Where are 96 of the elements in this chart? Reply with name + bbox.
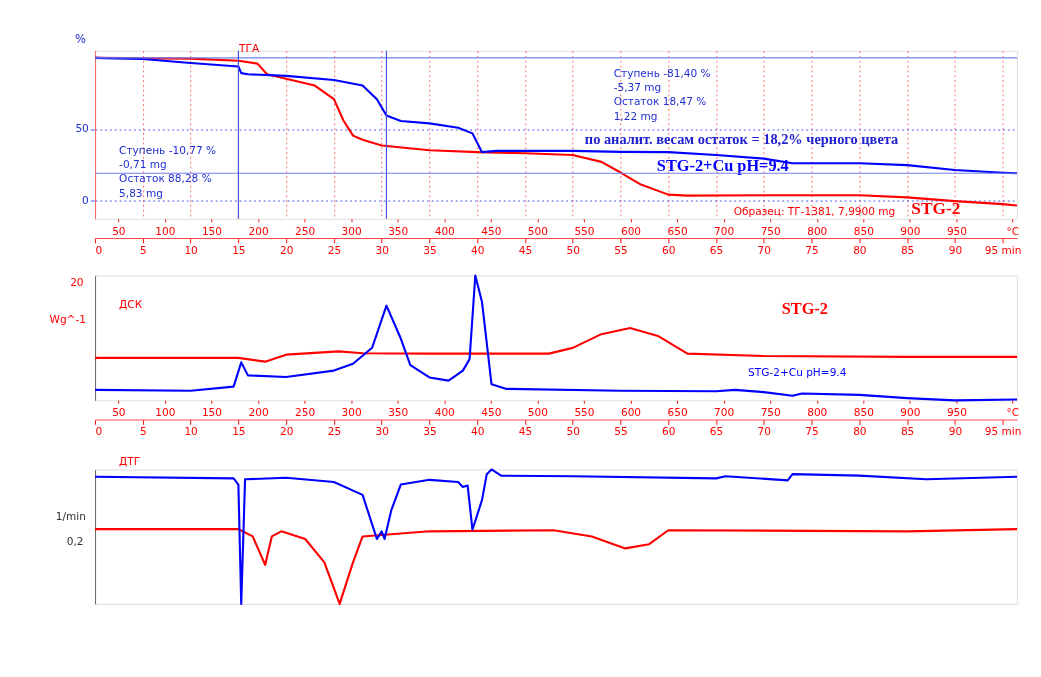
x-tick-label: 85: [900, 243, 915, 256]
x2-tick-label: 550: [574, 406, 595, 419]
x-tick-label: 65: [709, 425, 724, 438]
x2-tick-label: °C: [1006, 224, 1020, 237]
x-tick-label: 65: [709, 243, 724, 256]
x2-tick-label: 350: [388, 224, 409, 237]
x2-tick-label: 250: [295, 406, 316, 419]
annotation: Ступень -81,40 % -5,37 mg Остаток 18,47 % 1,22 mg: [613, 66, 711, 122]
x2-tick-label: 950: [946, 406, 968, 419]
x2-tick-label: 200: [248, 406, 269, 419]
series-label: STG-2: [911, 199, 961, 219]
x-tick-label: 40: [470, 243, 485, 256]
series-label: STG-2+Cu pH=9.4: [656, 155, 789, 175]
x-tick-label: 60: [662, 243, 676, 256]
x-tick-label: 25: [327, 425, 342, 438]
x-tick-label: 25: [327, 243, 342, 256]
x-tick-label: 85: [900, 425, 915, 438]
x2-tick-label: 150: [201, 224, 223, 237]
x-tick-label: 30: [375, 425, 390, 438]
x-tick-label: 95 min: [984, 243, 1022, 256]
x2-tick-label: 550: [574, 224, 595, 237]
x-tick-label: 15: [232, 243, 246, 256]
x-tick-label: 55: [614, 425, 628, 438]
x-tick-label: 75: [805, 425, 819, 438]
x-tick-label: 90: [948, 243, 963, 256]
x2-tick-label: 600: [620, 224, 642, 237]
x2-tick-label: 50: [112, 406, 126, 419]
x2-tick-label: 750: [760, 406, 782, 419]
x-tick-label: 45: [518, 425, 533, 438]
annotation: Ступень -10,77 % -0,71 mg Остаток 88,28 % 5,83 mg: [119, 143, 217, 199]
x2-tick-label: 500: [527, 406, 549, 419]
x-tick-label: 55: [614, 243, 628, 256]
x2-tick-label: 900: [900, 406, 921, 419]
x-tick-label: 45: [518, 243, 533, 256]
x-tick-label: 15: [232, 425, 246, 438]
x2-tick-label: 700: [714, 224, 735, 237]
x2-tick-label: 400: [434, 406, 456, 419]
annotation: ТГА: [238, 41, 260, 54]
x2-tick-label: 800: [807, 406, 828, 419]
x-tick-label: 90: [948, 425, 963, 438]
x2-tick-label: 200: [248, 224, 269, 237]
x2-tick-label: 150: [201, 406, 223, 419]
x-tick-label: 60: [662, 425, 676, 438]
x2-tick-label: 100: [155, 406, 176, 419]
x2-tick-label: 900: [900, 224, 921, 237]
y-axis-title: %: [75, 31, 86, 46]
x2-tick-label: 950: [946, 224, 968, 237]
text: 0,2: [66, 535, 84, 548]
x-tick-label: 0: [95, 243, 103, 256]
x2-tick-label: 100: [155, 224, 176, 237]
x2-tick-label: 650: [667, 406, 688, 419]
annotation: по аналит. весам остаток = 18,2% черного цвета: [584, 130, 899, 147]
x2-tick-label: 850: [853, 224, 875, 237]
y-axis-title: Wg^-1: [49, 312, 86, 325]
x2-tick-label: 600: [620, 406, 642, 419]
x-tick-label: 0: [95, 425, 103, 438]
x2-tick-label: 800: [807, 224, 828, 237]
x-tick-label: 50: [566, 425, 581, 438]
x2-tick-label: 700: [714, 406, 735, 419]
x2-tick-label: 400: [434, 224, 456, 237]
x-tick-label: 70: [757, 425, 772, 438]
x-tick-label: 10: [184, 243, 199, 256]
y-axis-title: 1/min: [55, 509, 86, 522]
x2-tick-label: 300: [341, 406, 362, 419]
x-tick-label: 70: [757, 243, 772, 256]
x-tick-label: 95 min: [984, 425, 1022, 438]
x2-tick-label: 250: [295, 224, 316, 237]
x2-tick-label: 450: [481, 406, 502, 419]
annotation: ДСК: [119, 298, 143, 311]
text: STG-2: [781, 298, 828, 318]
x-tick-label: 35: [423, 243, 437, 256]
x2-tick-label: 50: [112, 224, 126, 237]
x-tick-label: 20: [279, 243, 294, 256]
x-tick-label: 80: [853, 243, 867, 256]
x2-tick-label: 650: [667, 224, 688, 237]
x2-tick-label: 750: [760, 224, 782, 237]
x-tick-label: 35: [423, 425, 437, 438]
x2-tick-label: 300: [341, 224, 362, 237]
x-tick-label: 20: [279, 425, 294, 438]
annotation: Образец: ТГ-1381, 7,9900 mg: [733, 204, 896, 217]
x2-tick-label: 450: [481, 224, 502, 237]
series-label: STG-2+Cu pH=9.4: [748, 366, 847, 379]
x-tick-label: 40: [470, 425, 485, 438]
x2-tick-label: 850: [853, 406, 875, 419]
x-tick-label: 50: [566, 243, 581, 256]
text: 20: [70, 276, 84, 289]
x-tick-label: 80: [853, 425, 867, 438]
text: ДТГ: [119, 454, 141, 467]
x-tick-label: 5: [139, 425, 147, 438]
x-tick-label: 75: [805, 243, 819, 256]
x-tick-label: 5: [139, 243, 147, 256]
x2-tick-label: 500: [527, 224, 549, 237]
x-tick-label: 10: [184, 425, 199, 438]
x2-tick-label: °C: [1006, 406, 1020, 419]
x-tick-label: 30: [375, 243, 390, 256]
x2-tick-label: 350: [388, 406, 409, 419]
